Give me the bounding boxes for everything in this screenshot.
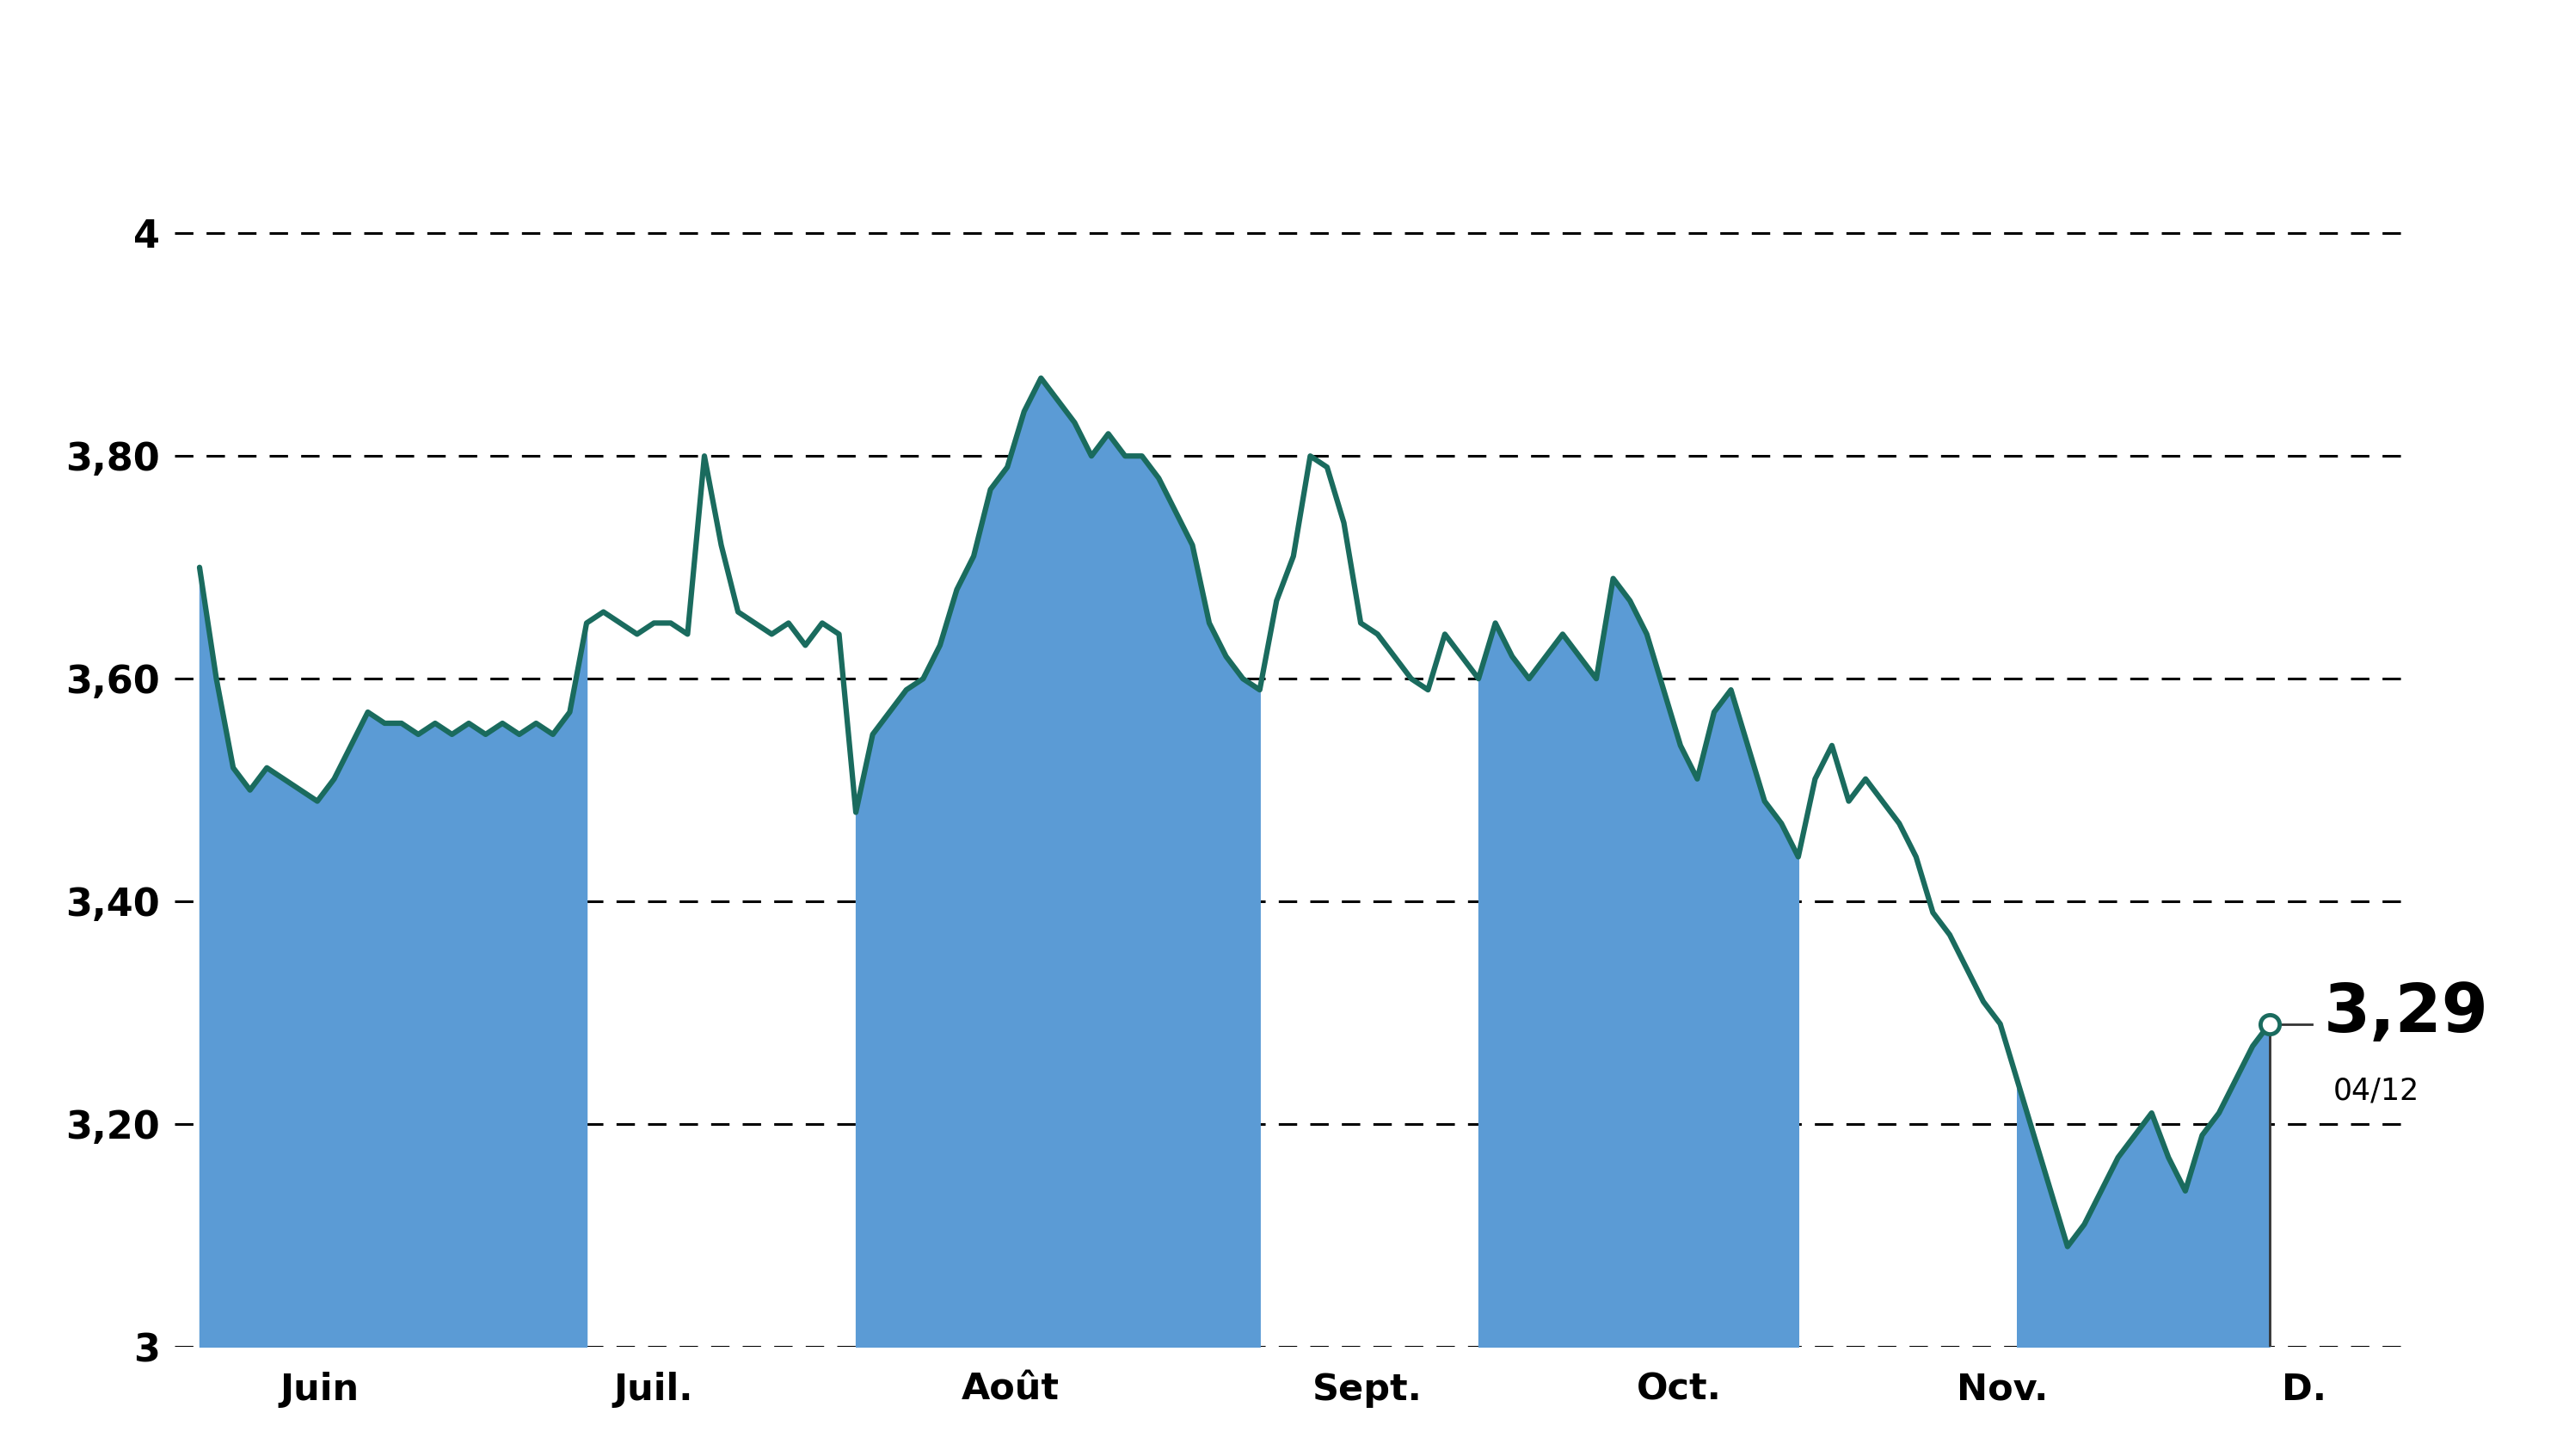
Text: 04/12: 04/12 [2332, 1076, 2419, 1105]
Text: D.: D. [2281, 1372, 2327, 1408]
Text: Oct.: Oct. [1638, 1372, 1722, 1408]
Text: Juil.: Juil. [615, 1372, 695, 1408]
Text: Sept.: Sept. [1312, 1372, 1422, 1408]
Text: Borussia Dortmund GmbH & Co KGaA: Borussia Dortmund GmbH & Co KGaA [251, 33, 2312, 130]
Text: Nov.: Nov. [1958, 1372, 2048, 1408]
Text: 3,29: 3,29 [2322, 980, 2489, 1045]
Text: Juin: Juin [279, 1372, 359, 1408]
Text: Août: Août [961, 1372, 1059, 1408]
